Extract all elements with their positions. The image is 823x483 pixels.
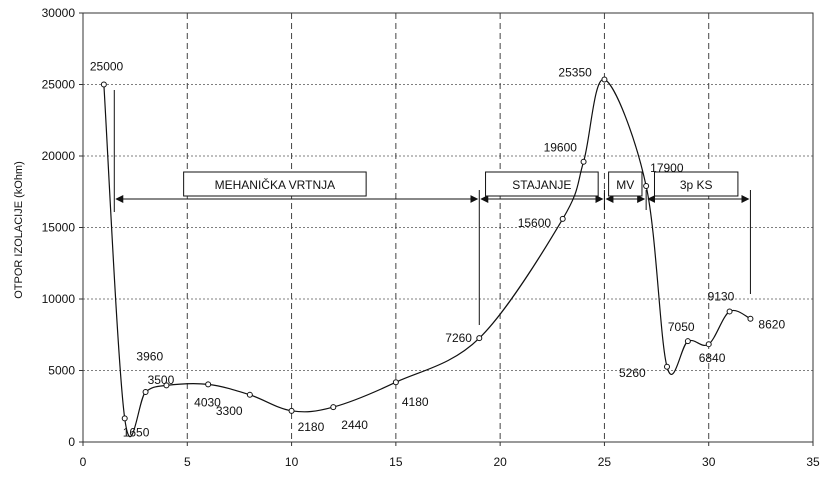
data-point: [330, 404, 337, 411]
data-label: 25000: [90, 60, 124, 74]
x-tick-label: 15: [389, 455, 403, 469]
data-point: [288, 407, 295, 414]
phase-annotations: MEHANIČKA VRTNJA STAJANJE MV 3p KS: [113, 90, 751, 325]
data-point: [163, 382, 170, 389]
data-point: [121, 415, 128, 422]
data-point: [643, 183, 650, 190]
phase-label: MEHANIČKA VRTNJA: [215, 177, 335, 192]
data-point: [246, 391, 253, 398]
data-label: 8620: [758, 318, 785, 332]
data-label: 4180: [402, 395, 429, 409]
data-label: 7260: [445, 331, 472, 345]
data-label: 15600: [518, 216, 552, 230]
x-tick-label: 30: [702, 455, 716, 469]
data-point: [705, 341, 712, 348]
data-point: [205, 381, 212, 388]
data-point: [142, 388, 149, 395]
grid: [83, 13, 813, 442]
data-label: 6840: [699, 351, 726, 365]
y-axis-title: OTPOR IZOLACIJE (kOhm): [13, 161, 25, 299]
x-tick-label: 10: [285, 455, 299, 469]
data-point: [747, 315, 754, 322]
data-label: 1650: [123, 425, 150, 439]
x-tick-label: 5: [184, 455, 191, 469]
x-tick-label: 25: [598, 455, 612, 469]
y-tick-label: 20000: [42, 149, 76, 163]
y-tick-label: 5000: [48, 364, 75, 378]
data-point: [559, 215, 566, 222]
series-line: [103, 78, 751, 438]
data-label: 3960: [136, 349, 163, 363]
data-point: [580, 158, 587, 165]
data-label: 19600: [544, 141, 578, 155]
y-tick-label: 0: [68, 435, 75, 449]
y-tick-label: 30000: [42, 6, 76, 20]
phase-box: [653, 171, 739, 197]
phase-label: MV: [616, 178, 634, 192]
data-label: 9130: [708, 289, 735, 303]
x-tick-label: 20: [493, 455, 507, 469]
series: [100, 76, 754, 438]
phase-label: 3p KS: [680, 178, 713, 192]
axes: 0 5000 10000 15000 20000 25000 30000 0 5 10 15 20 25…: [42, 6, 820, 469]
data-point: [684, 338, 691, 345]
data-label: 2440: [341, 418, 368, 432]
phase-box: [183, 171, 367, 197]
phase-box: [608, 171, 643, 197]
y-tick-label: 25000: [42, 78, 76, 92]
data-label: 3500: [148, 373, 175, 387]
y-tick-label: 10000: [42, 292, 76, 306]
data-point: [392, 379, 399, 386]
y-tick-label: 15000: [42, 221, 76, 235]
data-point: [664, 363, 670, 370]
data-label: 5260: [619, 366, 646, 380]
data-point: [476, 335, 483, 342]
data-label: 17900: [650, 161, 684, 175]
data-label: 3300: [216, 404, 243, 418]
data-point: [726, 308, 733, 315]
data-label: 7050: [668, 320, 695, 334]
phase-label: STAJANJE: [512, 178, 571, 192]
data-point: [601, 76, 608, 83]
data-label: 25350: [558, 65, 592, 79]
x-tick-label: 0: [80, 455, 87, 469]
x-tick-label: 35: [806, 455, 820, 469]
data-label: 2180: [298, 420, 325, 434]
data-point: [100, 81, 107, 88]
data-label: 4030: [194, 395, 221, 409]
